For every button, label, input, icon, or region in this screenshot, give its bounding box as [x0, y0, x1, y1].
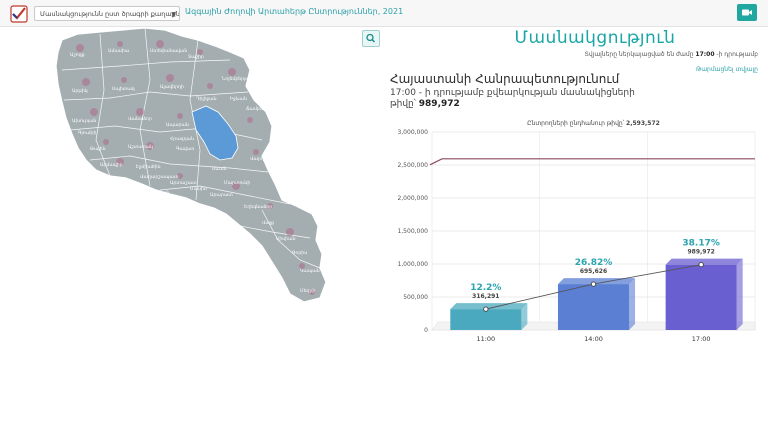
map-city-label: Աշոցք	[70, 52, 85, 58]
map-region-borders	[61, 27, 321, 269]
bar-side	[736, 258, 743, 330]
map-city-label: Ճամբարակ	[246, 106, 275, 112]
subtitle-prefix: Տվյալները ներկայացված են ժամը	[584, 51, 694, 58]
sevan-lake	[191, 105, 239, 161]
map-city-label: Հրազդան	[170, 136, 194, 142]
page-title: Մասնակցություն	[514, 28, 676, 48]
region-count-label: թիվը՝	[390, 99, 416, 109]
total-voters-label: Ընտրողների ընդհանուր թիվը՝ 2,593,572	[527, 120, 660, 127]
map-country-shape[interactable]	[55, 27, 327, 303]
y-tick-label: 500,000	[403, 294, 428, 301]
election-link[interactable]: Ազգային Ժողովի Արտահերթ Ընտրություններ, …	[185, 7, 404, 16]
x-tick-label: 11:00	[476, 335, 495, 343]
map-city-label: Վայք	[262, 220, 274, 226]
search-icon	[366, 33, 376, 43]
map-city-label: Գավառ	[176, 146, 194, 152]
video-camera-icon	[742, 9, 752, 16]
map-city-label: Թալին	[90, 146, 106, 152]
y-tick-label: 1,000,000	[397, 261, 428, 268]
map-city-label: Արմավիր	[100, 162, 123, 168]
map-city-label: Երևան	[152, 190, 169, 196]
y-tick-label: 2,500,000	[397, 162, 428, 169]
subtitle-time: 17:00	[695, 51, 715, 58]
map-city-label: Տաշիր	[188, 54, 204, 60]
y-tick-label: 0	[424, 327, 428, 334]
map-city-label: Դիլիջան	[196, 96, 217, 102]
trend-point	[698, 262, 704, 268]
subtitle-suffix: -ի դրությամբ	[716, 51, 758, 58]
x-tick-label: 17:00	[692, 335, 711, 343]
bar-top	[450, 303, 528, 310]
y-tick-label: 1,500,000	[397, 228, 428, 235]
map-city-label: Արտաշատ	[170, 180, 197, 186]
bar-14:00[interactable]	[557, 284, 630, 330]
data-time-subtitle: Տվյալները ներկայացված են ժամը 17:00 -ի դ…	[430, 51, 758, 58]
map-city-label: Վանաձոր	[128, 116, 152, 122]
bar-side	[521, 303, 528, 330]
map-city-label: Մարտունի	[224, 180, 250, 186]
app-logo-icon	[10, 5, 28, 23]
map-city-label: Վաղարշապատ	[140, 174, 179, 180]
trend-point	[590, 281, 597, 287]
map-city-label: Ալավերդի	[160, 84, 184, 90]
map-city-label: Վարդենիս	[250, 156, 276, 162]
map-city-label: Ախուրյան	[72, 118, 97, 124]
city-select-value: Մասնակցությունն ըստ ծրագրի քաղաքների	[40, 10, 180, 18]
map-city-label: Իջևան	[230, 96, 247, 102]
map-city-label: Սիսիան	[276, 236, 296, 242]
y-tick-label: 2,000,000	[397, 195, 428, 202]
bar-side	[629, 278, 636, 330]
total-voters-line	[429, 158, 755, 166]
map-city-label: Մեղրի	[300, 288, 315, 294]
map-city-label: Արթիկ	[72, 88, 88, 94]
map-city-label: Ապարան	[166, 122, 189, 128]
y-tick-label: 3,000,000	[397, 129, 428, 136]
bar-top	[557, 278, 636, 285]
map-city-label: Աշտարակ	[128, 144, 153, 150]
map-city-label: Գյումրի	[78, 130, 96, 136]
percent-label: 38.17%	[682, 239, 720, 249]
region-participant-count: թիվը՝ 989,972	[390, 99, 460, 109]
map-city-label: Արարատ	[210, 192, 233, 198]
x-tick-label: 14:00	[584, 335, 603, 343]
map-city-label: Կապան	[300, 268, 320, 274]
total-voters-value: 2,593,572	[626, 120, 660, 127]
region-subtitle: 17:00 - ի դրությամբ քվեարկության մասնակի…	[390, 88, 635, 98]
map-city-label: Ամասիա	[108, 48, 130, 54]
bar-17:00[interactable]	[665, 264, 737, 330]
video-button[interactable]	[737, 4, 757, 21]
value-label: 695,626	[580, 268, 607, 275]
percent-label: 26.82%	[575, 258, 613, 268]
map-city-label: Եղեգնաձոր	[244, 204, 272, 210]
map-city-label: Մասիս	[190, 186, 207, 192]
top-bar: Մասնակցությունն ըստ ծրագրի քաղաքների ▼ Ա…	[0, 0, 768, 27]
refresh-link[interactable]: Թարմացնել տվյալը	[696, 66, 758, 73]
map-city-label: Սպիտակ	[112, 86, 135, 92]
zoom-button[interactable]	[362, 30, 380, 47]
value-label: 316,291	[472, 293, 499, 300]
map-city-dots	[76, 40, 315, 295]
region-title: Հայաստանի Հանրապետությունում	[390, 72, 620, 86]
value-label: 989,972	[688, 249, 715, 256]
map-city-label: Նոյեմբերյան	[222, 76, 253, 82]
city-select[interactable]: Մասնակցությունն ըստ ծրագրի քաղաքների ▼	[34, 6, 180, 21]
region-count-value: 989,972	[418, 99, 460, 109]
percent-label: 12.2%	[470, 283, 501, 293]
trend-point	[483, 306, 489, 312]
map-city-label: Ստեփանավան	[150, 48, 187, 54]
map-city-label: Էջմիածին	[136, 164, 161, 170]
map-city-label: Գորիս	[292, 250, 307, 256]
bar-11:00[interactable]	[450, 309, 522, 330]
map-city-label: Սևան	[212, 166, 227, 172]
chevron-down-icon: ▼	[171, 11, 176, 18]
bar-top	[665, 258, 743, 265]
turnout-chart: 0 500,000 1,000,000 1,500,000 2,000,000 2,500…	[397, 120, 756, 343]
